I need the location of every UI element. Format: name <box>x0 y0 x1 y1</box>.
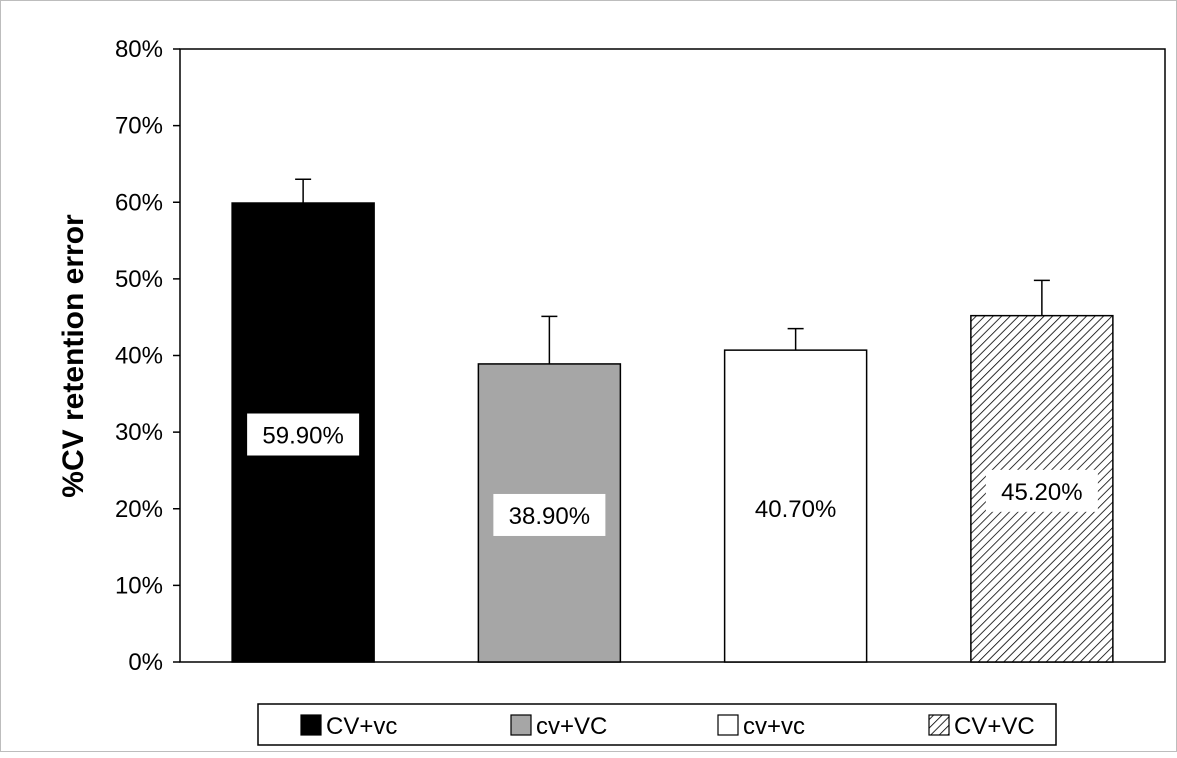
y-tick-label: 80% <box>115 36 163 63</box>
legend-swatch <box>510 714 532 736</box>
legend-swatch <box>717 714 739 736</box>
y-tick-label: 50% <box>115 266 163 293</box>
plot-area: 0% 10% 20% 30% 40% 50% 60% 70% 80% 59.90% 38.90% 40… <box>115 36 1166 676</box>
y-tick-label: 0% <box>128 649 163 676</box>
legend-swatch <box>928 714 950 736</box>
data-label: 59.90% <box>262 423 343 450</box>
y-axis-title-group: %CV retention error <box>57 214 90 498</box>
y-tick-label: 40% <box>115 343 163 370</box>
data-label-box <box>985 469 1098 512</box>
y-tick-label: 20% <box>115 496 163 523</box>
legend-label: CV+VC <box>954 713 1035 740</box>
data-label-box <box>739 487 852 530</box>
legend-box <box>257 703 1057 746</box>
legend-label: cv+VC <box>536 713 607 740</box>
legend-swatch <box>300 714 322 736</box>
legend-label: CV+vc <box>326 713 397 740</box>
data-label: 38.90% <box>509 503 590 530</box>
y-axis-title: %CV retention error <box>57 214 90 498</box>
y-tick-label: 30% <box>115 419 163 446</box>
y-tick-label: 60% <box>115 189 163 216</box>
data-label-box <box>247 413 360 456</box>
legend: CV+vc cv+VC cv+vc CV+VC <box>257 703 1057 746</box>
data-label: 40.70% <box>755 496 836 523</box>
legend-label: cv+vc <box>743 713 805 740</box>
y-tick-label: 10% <box>115 572 163 599</box>
data-label-box <box>493 493 606 536</box>
y-tick-label: 70% <box>115 113 163 140</box>
data-label: 45.20% <box>1001 479 1082 506</box>
